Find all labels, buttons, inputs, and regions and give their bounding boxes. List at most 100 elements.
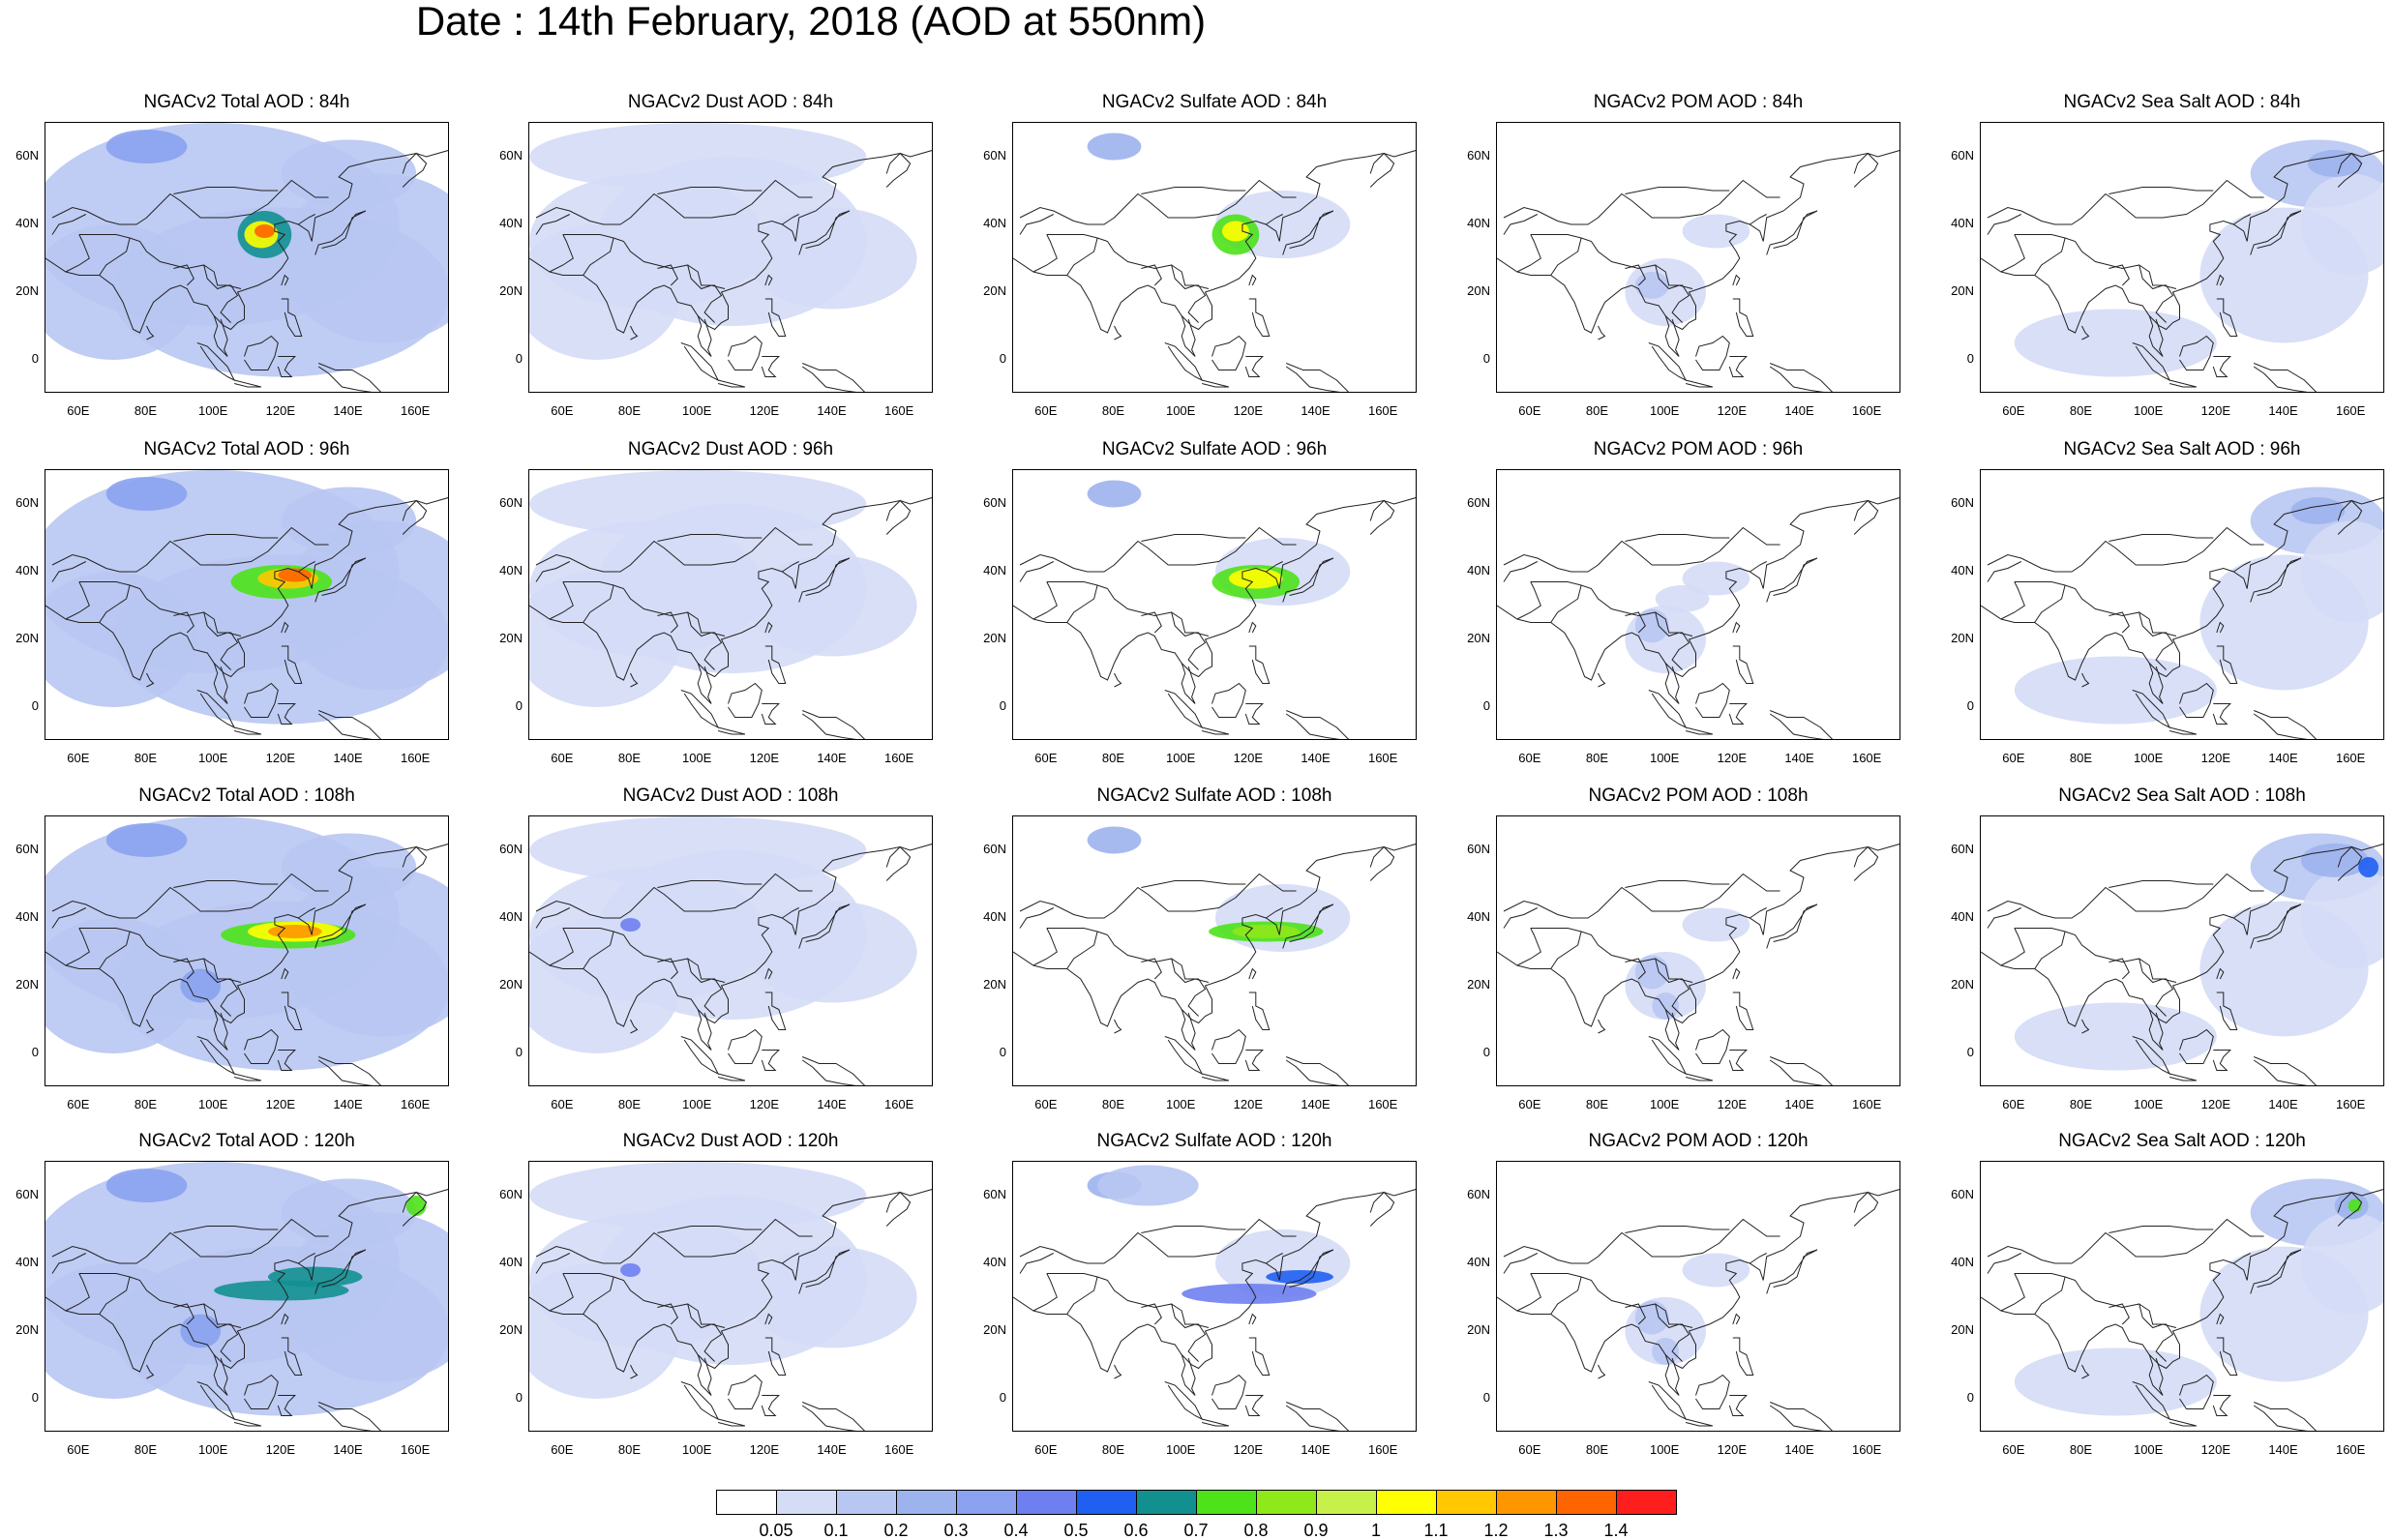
aod-blob: [1215, 884, 1351, 952]
map-panel: [528, 469, 933, 740]
coastline: [2169, 379, 2198, 388]
lon-tick-label: 160E: [1367, 751, 1398, 765]
lon-tick-label: 60E: [67, 1097, 90, 1111]
lat-tick-label: 60N: [499, 148, 523, 163]
panel-title: NGACv2 Total AOD : 108h: [138, 785, 355, 806]
lon-tick-label: 80E: [1101, 751, 1125, 765]
coastline: [782, 1253, 799, 1264]
coastline: [1695, 1028, 1730, 1064]
lat-tick-label: 0: [999, 351, 1006, 366]
lon-tick-label: 80E: [617, 403, 642, 418]
lon-tick-label: 60E: [551, 751, 574, 765]
lat-tick-label: 40N: [1951, 1255, 1974, 1269]
coastline: [203, 958, 239, 1017]
lat-tick-label: 0: [515, 698, 523, 713]
coastline: [1114, 325, 1122, 341]
aod-blob: [281, 487, 417, 555]
coastline: [2216, 1313, 2225, 1325]
coastline: [549, 928, 574, 966]
lon-tick-label: 80E: [2069, 403, 2093, 418]
coastline: [314, 903, 367, 949]
coastline: [2109, 264, 2130, 286]
aod-blob: [1087, 133, 1142, 161]
coastline: [562, 1273, 726, 1329]
coastline: [1019, 907, 1055, 929]
lon-tick-label: 100E: [681, 1097, 712, 1111]
lon-tick-label: 160E: [1851, 1097, 1882, 1111]
lon-tick-label: 80E: [1585, 1097, 1609, 1111]
lat-tick-label: 0: [31, 1045, 39, 1059]
coastline: [1625, 880, 1730, 888]
lon-tick-label: 140E: [333, 403, 363, 418]
coastline: [2148, 1009, 2164, 1051]
lon-tick-label: 80E: [2069, 1097, 2093, 1111]
aod-blob: [748, 207, 917, 310]
coastline: [2250, 557, 2302, 603]
lat-tick-label: 0: [1966, 1045, 1974, 1059]
panel-title: NGACv2 Sulfate AOD : 120h: [1096, 1131, 1332, 1151]
coastline: [2253, 363, 2318, 392]
aod-field: [45, 123, 448, 392]
lon-tick-label: 140E: [333, 751, 363, 765]
coastline: [203, 264, 239, 323]
coastline: [2034, 1276, 2066, 1315]
coastline: [687, 611, 723, 670]
coastline: [2179, 1028, 2214, 1064]
aod-blob: [1634, 608, 1669, 643]
coastline: [798, 210, 851, 255]
coastline: [1598, 325, 1606, 341]
coastline: [2169, 1418, 2198, 1427]
coastline: [1516, 234, 1541, 273]
aod-blob: [105, 130, 188, 163]
colorbar-swatch: [1196, 1490, 1257, 1515]
coastline: [1766, 210, 1818, 255]
coastline: [2014, 234, 2177, 290]
lon-tick-label: 60E: [2002, 1097, 2025, 1111]
coastline: [630, 672, 639, 688]
coastline: [1750, 907, 1767, 919]
coastline: [1685, 1418, 1714, 1427]
lon-tick-label: 60E: [2002, 751, 2025, 765]
coastline: [1664, 1009, 1680, 1051]
lat-tick-label: 60N: [1951, 1187, 1974, 1201]
coastline: [314, 210, 367, 255]
coastline: [1766, 557, 1818, 603]
colorbar-swatch: [1316, 1490, 1377, 1515]
aod-field: [1013, 826, 1416, 1085]
coastline: [402, 1191, 428, 1227]
coastline: [1728, 703, 1749, 725]
colorbar-label: 0.7: [1183, 1521, 1209, 1540]
coastline: [657, 264, 678, 286]
coastline: [99, 584, 131, 623]
lon-tick-label: 60E: [1518, 1442, 1541, 1457]
lon-tick-label: 80E: [617, 1442, 642, 1457]
coastline: [2139, 611, 2174, 670]
coastline: [1497, 1189, 1899, 1373]
aod-blob: [748, 1246, 917, 1348]
panel-title: NGACv2 Sea Salt AOD : 108h: [2058, 785, 2306, 806]
aod-blob: [1634, 272, 1669, 299]
lat-tick-label: 60N: [983, 148, 1006, 163]
aod-blob: [2300, 844, 2369, 877]
colorbar-label: 0.4: [1003, 1521, 1029, 1540]
coastline: [2034, 584, 2066, 623]
coastline: [402, 499, 428, 535]
lon-tick-label: 100E: [2133, 1097, 2164, 1111]
lon-tick-label: 120E: [1233, 751, 1264, 765]
coastline: [1728, 1395, 1749, 1416]
coastline: [1266, 1253, 1283, 1264]
lon-tick-label: 100E: [197, 751, 228, 765]
coastline: [697, 315, 712, 357]
coastline: [535, 526, 813, 573]
aod-field: [1013, 1165, 1416, 1431]
lon-tick-label: 100E: [1165, 1442, 1196, 1457]
aod-blob: [254, 224, 275, 238]
coastline: [2148, 663, 2164, 704]
lat-tick-label: 60N: [15, 495, 39, 510]
coastline: [535, 1218, 813, 1264]
coastline: [1211, 1374, 1246, 1409]
coastline: [298, 561, 315, 573]
coastline: [2250, 903, 2302, 949]
lon-tick-label: 80E: [134, 751, 158, 765]
coastline: [1530, 928, 1693, 984]
